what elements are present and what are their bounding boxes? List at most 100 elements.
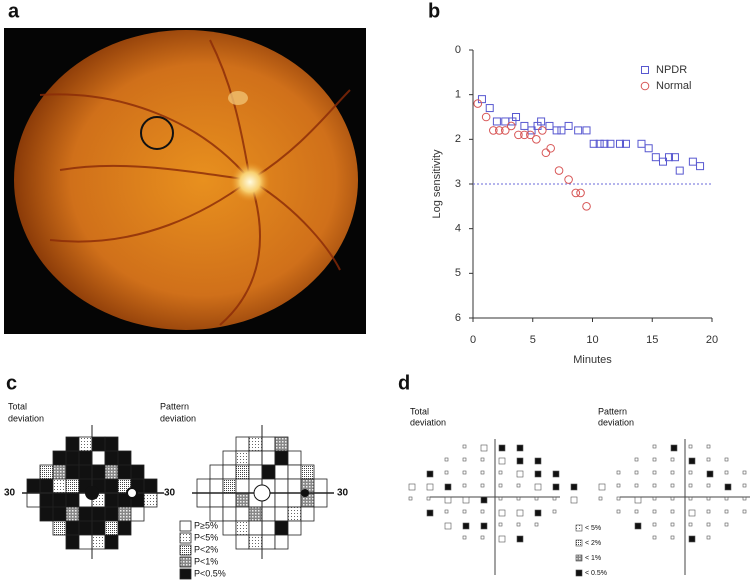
- field-symbol: [724, 470, 729, 475]
- field-symbol: [616, 509, 621, 514]
- legend-label: < 0.5%: [585, 570, 607, 577]
- field-cell: [274, 534, 289, 550]
- field-symbol: [462, 535, 467, 540]
- field-cell: [313, 478, 328, 494]
- field-spot: [301, 489, 309, 497]
- field-symbol: [670, 509, 675, 514]
- axis-label: 30: [4, 488, 16, 499]
- field-cell: [235, 478, 250, 494]
- field-cell: [52, 492, 67, 508]
- field-cell: [287, 520, 302, 536]
- field-symbol: [444, 470, 449, 475]
- marker: [644, 144, 653, 153]
- field-symbol: [444, 457, 449, 462]
- field-symbol: [652, 457, 657, 462]
- field-symbol: [462, 496, 470, 504]
- y-tick-label: 4: [455, 223, 461, 235]
- field-symbol: [516, 470, 524, 478]
- field-cell: [65, 520, 80, 536]
- legend-swatch: [575, 554, 583, 562]
- field-symbol: [408, 483, 416, 491]
- field-cell: [287, 478, 302, 494]
- field-symbol: [724, 522, 729, 527]
- field-symbol: [670, 535, 675, 540]
- field-cell: [65, 534, 80, 550]
- field-symbol: [552, 509, 557, 514]
- field-symbol: [706, 457, 711, 462]
- field-cell: [209, 492, 224, 508]
- field-cell: [26, 478, 41, 494]
- field-cell: [104, 478, 119, 494]
- field-cell: [235, 436, 250, 452]
- field-symbol: [634, 457, 639, 462]
- marker: [564, 121, 573, 130]
- marker: [606, 139, 615, 148]
- field-symbol: [426, 470, 434, 478]
- field-symbol: [534, 470, 542, 478]
- field-cell: [39, 492, 54, 508]
- field-cell: [261, 450, 276, 466]
- field-cell: [274, 492, 289, 508]
- marker: [615, 139, 624, 148]
- legend-swatch: [179, 532, 192, 544]
- field-cell: [143, 492, 158, 508]
- field-symbol: [498, 457, 506, 465]
- field-symbol: [426, 496, 431, 501]
- field-cell: [65, 506, 80, 522]
- field-cell: [78, 520, 93, 536]
- y-tick-label: 2: [455, 133, 461, 145]
- field-symbol: [688, 457, 696, 465]
- field-symbol: [688, 470, 693, 475]
- field-cell: [39, 478, 54, 494]
- field-symbol: [552, 470, 560, 478]
- field-symbol: [670, 444, 678, 452]
- field-symbol: [634, 470, 639, 475]
- marker: [545, 121, 554, 130]
- marker: [541, 148, 551, 158]
- field-symbol: [480, 444, 488, 452]
- field-cell: [52, 464, 67, 480]
- field-symbol: [670, 483, 675, 488]
- field-cell: [274, 506, 289, 522]
- field-symbol: [498, 535, 506, 543]
- legend-swatch: [575, 539, 583, 547]
- field-symbol: [652, 522, 657, 527]
- marker: [552, 126, 561, 135]
- field-cell: [117, 520, 132, 536]
- field-cell: [261, 520, 276, 536]
- legend-swatch: [179, 520, 192, 532]
- x-tick-label: 10: [586, 334, 598, 346]
- marker: [589, 139, 598, 148]
- legend-swatch: [179, 568, 192, 580]
- grid-title: deviation: [598, 417, 634, 427]
- field-cell: [248, 464, 263, 480]
- y-tick-label: 5: [455, 267, 461, 279]
- field-symbol: [498, 483, 503, 488]
- field-symbol: [688, 444, 693, 449]
- field-cell: [209, 464, 224, 480]
- field-symbol: [688, 509, 696, 517]
- field-cell: [300, 464, 315, 480]
- field-symbol: [498, 522, 503, 527]
- field-symbol: [480, 457, 485, 462]
- field-cell: [65, 450, 80, 466]
- field-cell: [104, 436, 119, 452]
- field-cell: [52, 506, 67, 522]
- marker: [621, 139, 630, 148]
- field-symbol: [598, 483, 606, 491]
- field-symbol: [462, 483, 467, 488]
- field-symbol: [670, 457, 675, 462]
- marker: [637, 139, 646, 148]
- marker: [473, 99, 483, 108]
- field-symbol: [634, 496, 642, 504]
- field-cell: [235, 492, 250, 508]
- field-cell: [117, 450, 132, 466]
- field-cell: [261, 534, 276, 550]
- field-cell: [222, 464, 237, 480]
- field-symbol: [652, 535, 657, 540]
- field-cell: [222, 478, 237, 494]
- marker: [477, 95, 486, 104]
- field-cell: [78, 506, 93, 522]
- field-cell: [104, 534, 119, 550]
- marker: [514, 130, 523, 140]
